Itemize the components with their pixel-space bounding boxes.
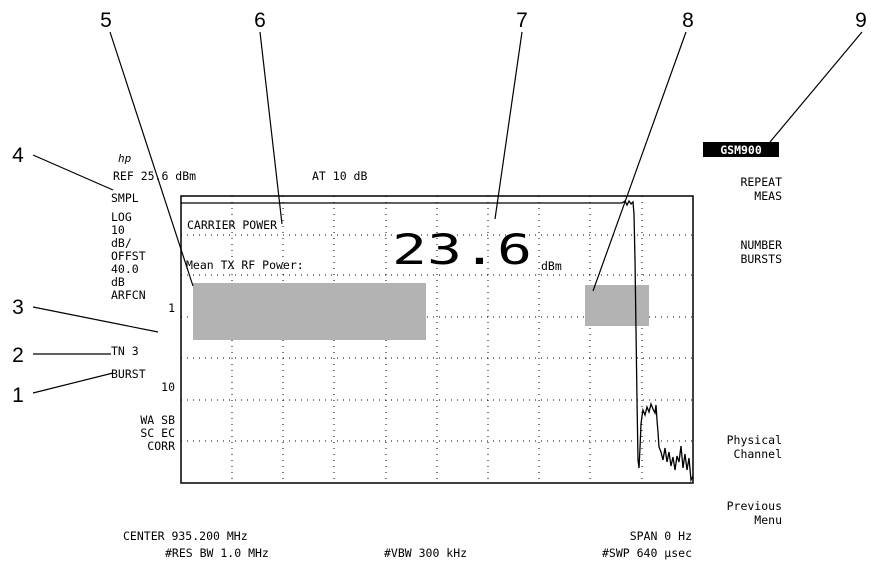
softkey-physical-channel-line1: Physical (727, 433, 782, 447)
center-frequency: CENTER 935.200 MHz (123, 529, 248, 543)
callout-5: 5 (100, 9, 112, 32)
attenuation: AT 10 dB (312, 169, 367, 183)
softkey-number-bursts[interactable]: NUMBER BURSTS (740, 238, 782, 266)
annot-wa-sb: WA SB (140, 413, 175, 427)
masked-region-right (585, 285, 649, 326)
annot-timeslot: TN 3 (111, 344, 139, 358)
annot-corr: CORR (147, 439, 175, 453)
sweep-time: #SWP 640 µsec (602, 546, 692, 560)
ref-level: REF 25.6 dBm (113, 169, 196, 183)
callout-3: 3 (12, 296, 24, 319)
callout-leaders (32, 31, 863, 394)
annot-log: LOG (111, 210, 132, 224)
annot-offst-unit: dB (111, 275, 125, 289)
softkey-number-bursts-line1: NUMBER (740, 238, 782, 252)
softkey-previous-menu-line1: Previous (727, 499, 782, 513)
span: SPAN 0 Hz (630, 529, 692, 543)
callout-7: 7 (516, 9, 528, 32)
callout-4: 4 (12, 144, 24, 167)
screen-title: CARRIER POWER (187, 218, 277, 232)
annot-burst: BURST (111, 367, 146, 381)
masked-region-left (193, 283, 426, 340)
callout-9: 9 (855, 9, 867, 32)
mode-badge-label: GSM900 (720, 143, 762, 157)
softkey-physical-channel-line2: Channel (734, 447, 782, 461)
hp-logo: hp (118, 152, 132, 165)
power-trace (181, 199, 694, 483)
callout-8: 8 (682, 9, 694, 32)
callout-6: 6 (254, 9, 266, 32)
annot-burst-value: 10 (161, 380, 175, 394)
callout-1: 1 (12, 384, 24, 407)
callout-2: 2 (12, 344, 24, 367)
annot-offst: OFFST (111, 249, 146, 263)
res-bw: #RES BW 1.0 MHz (165, 546, 269, 560)
softkey-physical-channel[interactable]: Physical Channel (727, 433, 782, 461)
softkey-repeat-meas-line2: MEAS (754, 189, 782, 203)
annot-db-div: dB/ (111, 236, 132, 250)
result-value: 23.6 (392, 225, 532, 274)
annot-offst-value: 40.0 (111, 262, 139, 276)
softkey-previous-menu[interactable]: Previous Menu (727, 499, 782, 527)
vbw: #VBW 300 kHz (384, 546, 467, 560)
annot-arfcn-value: 1 (168, 301, 175, 315)
result-label: Mean TX RF Power: (186, 258, 304, 272)
softkey-repeat-meas[interactable]: REPEAT MEAS (740, 175, 782, 203)
softkey-repeat-meas-line1: REPEAT (740, 175, 782, 189)
annot-sc-ec: SC EC (140, 426, 175, 440)
annot-smpl: SMPL (111, 191, 139, 205)
annot-log-value: 10 (111, 223, 125, 237)
result-unit: dBm (541, 259, 562, 273)
annot-arfcn: ARFCN (111, 288, 146, 302)
softkey-previous-menu-line2: Menu (754, 513, 782, 527)
softkey-number-bursts-line2: BURSTS (740, 252, 782, 266)
left-annotations: SMPL LOG 10 dB/ OFFST 40.0 dB ARFCN 1 TN… (111, 191, 175, 453)
mode-badge (703, 142, 779, 157)
